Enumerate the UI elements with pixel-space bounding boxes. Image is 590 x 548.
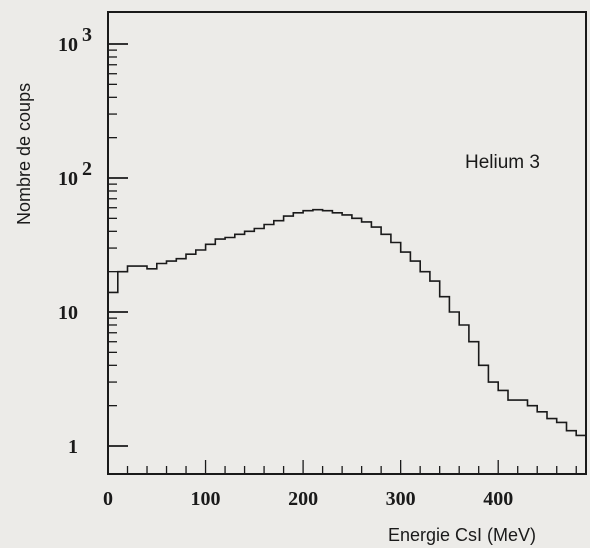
histogram-bin	[518, 400, 528, 474]
histogram-bin	[303, 211, 313, 474]
histogram-bin	[381, 234, 391, 474]
histogram-bin	[313, 210, 323, 474]
histogram-bin	[440, 297, 450, 474]
histogram-bin	[410, 261, 420, 474]
x-tick-label: 100	[191, 488, 221, 510]
histogram-bin	[323, 211, 333, 474]
histogram-bin	[118, 272, 128, 474]
histogram-bin	[430, 281, 440, 474]
histogram-bin	[254, 228, 264, 474]
histogram-bin	[342, 215, 352, 474]
histogram-bin	[332, 213, 342, 474]
histogram-bin	[293, 213, 303, 474]
plot-frame	[107, 11, 587, 475]
histogram-bin	[449, 312, 459, 474]
y-tick-label: 10	[58, 302, 78, 324]
histogram-bin	[498, 390, 508, 474]
histogram-bin	[157, 264, 167, 474]
histogram-bin	[547, 419, 557, 474]
histogram-bin	[225, 237, 235, 474]
histogram-bin	[527, 406, 537, 474]
histogram-bin	[108, 292, 118, 474]
histogram-bins	[108, 210, 586, 474]
x-tick-label: 200	[288, 488, 318, 510]
y-tick-exponent: 2	[82, 158, 92, 180]
x-axis-title: Energie CsI (MeV)	[388, 525, 536, 545]
histogram-bin	[128, 266, 138, 474]
y-tick-label: 10	[58, 168, 78, 190]
histogram-bin	[274, 221, 284, 474]
y-tick-label: 10	[58, 34, 78, 56]
histogram-bin	[401, 252, 411, 474]
histogram-bin	[508, 400, 518, 474]
histogram-bin	[420, 272, 430, 474]
histogram-bin	[537, 412, 547, 474]
histogram-bin	[469, 342, 479, 474]
x-tick-label: 0	[103, 488, 113, 510]
histogram-outline	[107, 208, 587, 474]
histogram-bin	[488, 382, 498, 474]
y-tick-exponent: 3	[82, 24, 92, 46]
histogram-bin	[215, 239, 225, 474]
annotation-helium-3: Helium 3	[465, 152, 540, 173]
histogram-bin	[352, 218, 362, 474]
y-axis-title: Nombre de coups	[14, 83, 34, 225]
x-tick-label: 300	[386, 488, 416, 510]
histogram-bin	[167, 261, 177, 474]
x-tick-label: 400	[483, 488, 513, 510]
histogram-bin	[362, 222, 372, 474]
histogram-bin	[206, 244, 216, 474]
histogram-bin	[196, 250, 206, 474]
histogram-bin	[245, 231, 255, 474]
histogram-bin	[479, 365, 489, 474]
histogram-bin	[371, 227, 381, 474]
y-tick-label: 1	[68, 436, 78, 458]
histogram-bin	[235, 234, 245, 474]
histogram-bin	[284, 216, 294, 474]
histogram-bin	[137, 266, 147, 474]
x-axis: 0 100 200 300 400	[103, 460, 577, 510]
histogram-bin	[186, 254, 196, 474]
histogram-bin	[557, 422, 567, 474]
histogram-bin	[576, 435, 586, 474]
histogram-bin	[264, 224, 274, 474]
histogram-bin	[391, 243, 401, 474]
histogram-bin	[566, 431, 576, 474]
histogram-bin	[147, 269, 157, 474]
histogram-bin	[176, 259, 186, 474]
histogram-bin	[459, 325, 469, 474]
